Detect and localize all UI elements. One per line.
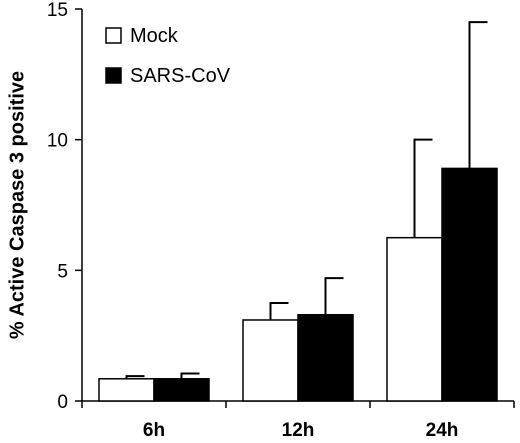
legend-swatch: [105, 67, 122, 84]
bar-mock-24h: [386, 236, 443, 402]
bar-sars-cov-12h: [297, 314, 354, 402]
legend: Mock SARS-CoV: [105, 25, 231, 87]
y-axis-title: % Active Caspase 3 positive: [6, 71, 28, 339]
y-tick-label: 5: [57, 261, 68, 282]
x-tick-label: 6h: [143, 420, 165, 441]
legend-label: Mock: [130, 25, 179, 47]
x-axis: 6h 12h 24h: [81, 400, 515, 441]
bar-sars-cov-6h: [153, 378, 210, 402]
x-tick-label: 24h: [426, 420, 459, 441]
bar-mock-6h: [98, 378, 155, 402]
y-ticks: 0 5 10 15: [47, 0, 82, 413]
y-axis: 0 5 10 15: [47, 0, 83, 413]
x-tick-label: 12h: [282, 420, 315, 441]
legend-swatch: [105, 27, 122, 44]
bars: [98, 21, 498, 402]
x-ticks: 6h 12h 24h: [81, 401, 515, 441]
y-tick-label: 15: [47, 0, 68, 21]
legend-label: SARS-CoV: [130, 65, 231, 87]
bar-mock-12h: [242, 319, 299, 402]
bar-sars-cov-24h: [441, 167, 498, 402]
y-tick-label: 0: [57, 392, 68, 413]
y-tick-label: 10: [47, 131, 68, 152]
